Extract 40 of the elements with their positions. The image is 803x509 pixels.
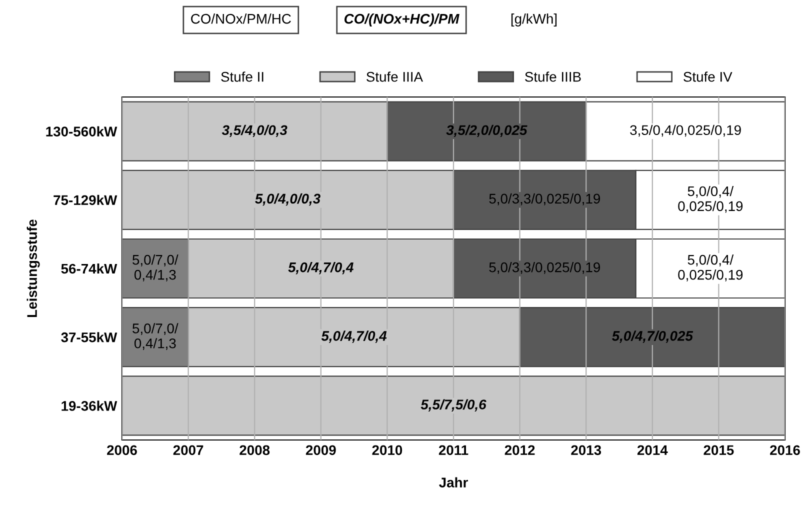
legend-label: Stufe IV	[684, 72, 732, 82]
x-tick-label: 2014	[637, 445, 668, 456]
data-label: 3,5/4,0/0,3	[222, 124, 288, 138]
y-axis-title: Leistungsstufe	[26, 220, 40, 317]
data-label: 5,0/4,7/0,4	[288, 262, 354, 274]
x-tick-label: 2013	[571, 445, 602, 456]
data-label: 5,0/0,4/ 0,025/0,19	[678, 254, 743, 282]
data-label: 3,5/0,4/0,025/0,19	[630, 124, 741, 137]
text: CO/(NOx+HC)/PM	[344, 14, 460, 26]
x-tick-label: 2008	[240, 445, 270, 456]
y-tick-label: 19-36kW	[62, 400, 118, 411]
data-label: 3,5/2,0/0,025	[446, 124, 528, 138]
x-tick-label: 2010	[372, 445, 402, 456]
data-label: 5,0/7,0/ 0,4/1,3	[132, 254, 178, 282]
legend-label: Stufe IIIB	[525, 72, 581, 82]
data-label: 5,0/4,7/0,025	[612, 330, 694, 343]
y-tick-label: 37-55kW	[61, 332, 118, 342]
bar	[122, 376, 785, 436]
data-label: 5,0/4,0/0,3	[255, 193, 320, 206]
data-label: 5,0/0,4/ 0,025/0,19	[678, 186, 743, 213]
data-label: 5,0/3,3/0,025/0,19	[489, 193, 600, 206]
x-tick-label: 2011	[438, 445, 468, 456]
x-tick-label: 2012	[504, 445, 535, 456]
x-tick-label: 2015	[704, 445, 734, 456]
text: CO/NOx/PM/HC	[191, 14, 291, 24]
x-tick-label: 2006	[107, 445, 137, 456]
y-tick-label: 56-74kW	[61, 263, 118, 274]
text: [g/kWh]	[511, 14, 557, 26]
x-tick-label: 2007	[173, 445, 204, 456]
legend-label: Stufe IIIA	[366, 72, 423, 82]
data-label: 5,0/3,3/0,025/0,19	[489, 262, 600, 274]
y-tick-label: 130-560kW	[46, 126, 118, 136]
x-axis-title: Jahr	[439, 477, 468, 488]
x-tick-label: 2009	[306, 445, 336, 456]
data-label: 5,0/7,0/ 0,4/1,3	[132, 323, 178, 350]
data-label: 5,5/7,5/0,6	[420, 399, 486, 412]
x-tick-label: 2016	[770, 445, 800, 456]
legend-label: Stufe II	[221, 72, 264, 82]
data-label: 5,0/4,7/0,4	[321, 330, 387, 343]
y-tick-label: 75-129kW	[54, 194, 118, 206]
